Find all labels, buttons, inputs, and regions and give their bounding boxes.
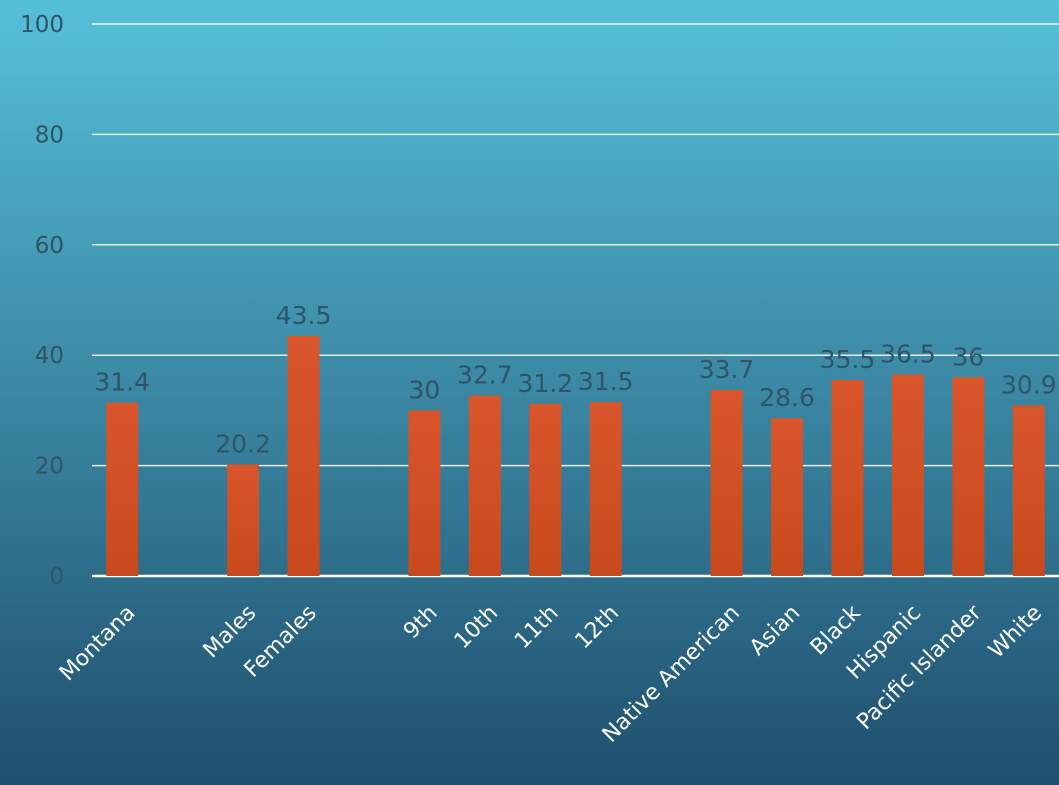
bar xyxy=(771,418,804,576)
bar xyxy=(589,402,622,576)
y-tick-label: 60 xyxy=(35,233,64,259)
bar xyxy=(287,335,320,576)
y-tick-label: 40 xyxy=(35,343,64,369)
data-label: 31.4 xyxy=(94,368,150,397)
y-axis-ticks: 0 20 40 60 80 100 xyxy=(20,12,64,590)
bar xyxy=(952,377,985,576)
y-tick-label: 20 xyxy=(35,454,64,480)
y-tick-label: 80 xyxy=(35,122,64,148)
data-label: 20.2 xyxy=(215,429,271,458)
data-label: 30 xyxy=(409,375,441,404)
bar xyxy=(831,380,864,576)
y-tick-label: 0 xyxy=(49,564,64,590)
bar xyxy=(106,402,139,576)
bar xyxy=(468,395,501,576)
bar xyxy=(408,410,441,576)
data-label: 33.7 xyxy=(699,355,755,384)
bars xyxy=(106,335,1045,576)
data-label: 36 xyxy=(952,342,984,371)
data-label: 30.9 xyxy=(1001,370,1057,399)
data-label: 31.5 xyxy=(578,367,634,396)
bar xyxy=(529,403,562,576)
y-tick-label: 100 xyxy=(20,12,64,38)
data-label: 43.5 xyxy=(276,301,332,330)
data-label: 32.7 xyxy=(457,360,513,389)
data-label: 35.5 xyxy=(820,345,876,374)
data-label: 36.5 xyxy=(880,340,936,369)
bar xyxy=(1012,405,1045,576)
bar xyxy=(891,374,924,576)
bar xyxy=(227,464,260,576)
data-label: 31.2 xyxy=(517,369,573,398)
bar xyxy=(710,389,743,576)
data-label: 28.6 xyxy=(759,383,815,412)
